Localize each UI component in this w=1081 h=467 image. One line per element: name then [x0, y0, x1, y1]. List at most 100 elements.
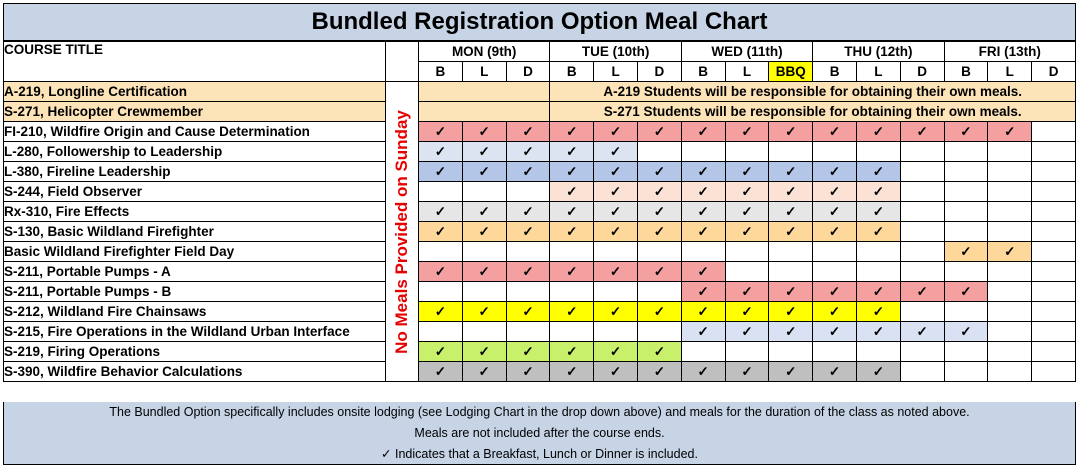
meal-included-check: ✓ [505, 341, 551, 362]
meal-included-check: ✓ [724, 181, 770, 202]
meal-header: L [987, 61, 1033, 82]
meal-empty-cell [855, 241, 901, 262]
course-name: A-219, Longline Certification [3, 81, 386, 102]
meal-included-check: ✓ [899, 321, 945, 342]
meal-included-check: ✓ [680, 281, 726, 302]
meal-included-check: ✓ [724, 221, 770, 242]
meal-included-check: ✓ [461, 261, 507, 282]
meal-included-check: ✓ [505, 361, 551, 382]
meal-included-check: ✓ [549, 361, 595, 382]
meal-included-check: ✓ [768, 161, 814, 182]
meal-empty-cell [899, 261, 945, 282]
meal-empty-cell [680, 341, 726, 362]
meal-included-check: ✓ [680, 321, 726, 342]
course-row: S-390, Wildfire Behavior Calculations ✓ ✓ ✓… [3, 361, 1076, 382]
meal-included-check: ✓ [768, 301, 814, 322]
course-name: S-271, Helicopter Crewmember [3, 101, 386, 122]
meal-included-check: ✓ [636, 121, 682, 142]
footer-line-2: Meals are not included after the course … [414, 425, 665, 440]
course-note: S-271 Students will be responsible for o… [549, 101, 1076, 122]
meal-empty-cell [418, 321, 463, 342]
meal-empty-cell [418, 241, 463, 262]
meal-included-check: ✓ [418, 261, 463, 282]
meal-included-check: ✓ [855, 361, 901, 382]
meal-empty-cell [1031, 301, 1076, 322]
meal-empty-cell [549, 281, 595, 302]
meal-empty-cell [680, 141, 726, 162]
meal-empty-cell [943, 221, 989, 242]
meal-empty-cell [768, 341, 814, 362]
meal-empty-cell [812, 241, 857, 262]
meal-empty-cell [549, 321, 595, 342]
day-header-thu: THU (12th) [812, 41, 945, 62]
meal-empty-cell [1031, 141, 1076, 162]
course-title-header: COURSE TITLE [3, 41, 386, 82]
meal-included-check: ✓ [505, 261, 551, 282]
meal-empty-cell [1031, 221, 1076, 242]
meal-empty-cell [987, 181, 1033, 202]
meal-empty-cell [418, 281, 463, 302]
meal-empty-cell [1031, 361, 1076, 382]
meal-included-check: ✓ [593, 301, 638, 322]
meal-empty-cell [899, 301, 945, 322]
meal-empty-cell [549, 241, 595, 262]
meal-empty-cell [1031, 181, 1076, 202]
course-name: S-211, Portable Pumps - B [3, 281, 386, 302]
meal-included-check: ✓ [943, 321, 989, 342]
course-name: S-130, Basic Wildland Firefighter [3, 221, 386, 242]
meal-empty-cell [1031, 341, 1076, 362]
meal-empty-cell [724, 261, 770, 282]
meal-empty-cell [987, 161, 1033, 182]
meal-included-check: ✓ [549, 341, 595, 362]
meal-included-check: ✓ [768, 321, 814, 342]
meal-header: B [418, 61, 463, 82]
meal-header: B [812, 61, 857, 82]
meal-included-check: ✓ [549, 141, 595, 162]
course-name: L-380, Fireline Leadership [3, 161, 386, 182]
meal-empty-cell [899, 141, 945, 162]
meal-empty-cell [943, 261, 989, 282]
meal-included-check: ✓ [549, 201, 595, 222]
meal-empty-cell [505, 281, 551, 302]
meal-included-check: ✓ [418, 301, 463, 322]
meal-empty-cell [899, 161, 945, 182]
note-blank-cell [417, 101, 551, 122]
meal-empty-cell [505, 321, 551, 342]
meal-included-check: ✓ [768, 361, 814, 382]
meal-empty-cell [943, 301, 989, 322]
meal-included-check: ✓ [461, 201, 507, 222]
meal-empty-cell [987, 361, 1033, 382]
meal-included-check: ✓ [680, 261, 726, 282]
meal-included-check: ✓ [855, 161, 901, 182]
meal-included-check: ✓ [593, 361, 638, 382]
meal-included-check: ✓ [418, 341, 463, 362]
footer-line-1: The Bundled Option specifically includes… [109, 404, 970, 419]
meal-empty-cell [1031, 261, 1076, 282]
course-name: L-280, Followership to Leadership [3, 141, 386, 162]
meal-included-check: ✓ [724, 321, 770, 342]
meal-included-check: ✓ [461, 161, 507, 182]
meal-included-check: ✓ [855, 221, 901, 242]
course-row: L-380, Fireline Leadership ✓ ✓ ✓ ✓ ✓ ✓ ✓ ✓ ✓ ✓ ✓ [3, 161, 1076, 182]
meal-included-check: ✓ [768, 221, 814, 242]
course-row: S-211, Portable Pumps - B ✓ ✓ ✓ ✓ ✓ ✓ ✓ [3, 281, 1076, 302]
course-name: Rx-310, Fire Effects [3, 201, 386, 222]
meal-included-check: ✓ [855, 301, 901, 322]
meal-empty-cell [461, 321, 507, 342]
meal-empty-cell [943, 141, 989, 162]
meal-included-check: ✓ [461, 141, 507, 162]
meal-included-check: ✓ [812, 301, 857, 322]
meal-included-check: ✓ [812, 201, 857, 222]
meal-header: L [724, 61, 770, 82]
course-row: S-244, Field Observer ✓ ✓ ✓ ✓ ✓ ✓ ✓ ✓ [3, 181, 1076, 202]
meal-included-check: ✓ [812, 321, 857, 342]
meal-empty-cell [636, 321, 682, 342]
meal-included-check: ✓ [418, 201, 463, 222]
day-header-mon: MON (9th) [417, 41, 551, 62]
meal-empty-cell [768, 141, 814, 162]
footer-notes: The Bundled Option specifically includes… [3, 402, 1076, 465]
course-note: A-219 Students will be responsible for o… [549, 81, 1076, 102]
course-name: Basic Wildland Firefighter Field Day [3, 241, 386, 262]
meal-included-check: ✓ [636, 341, 682, 362]
meal-header: D [636, 61, 682, 82]
